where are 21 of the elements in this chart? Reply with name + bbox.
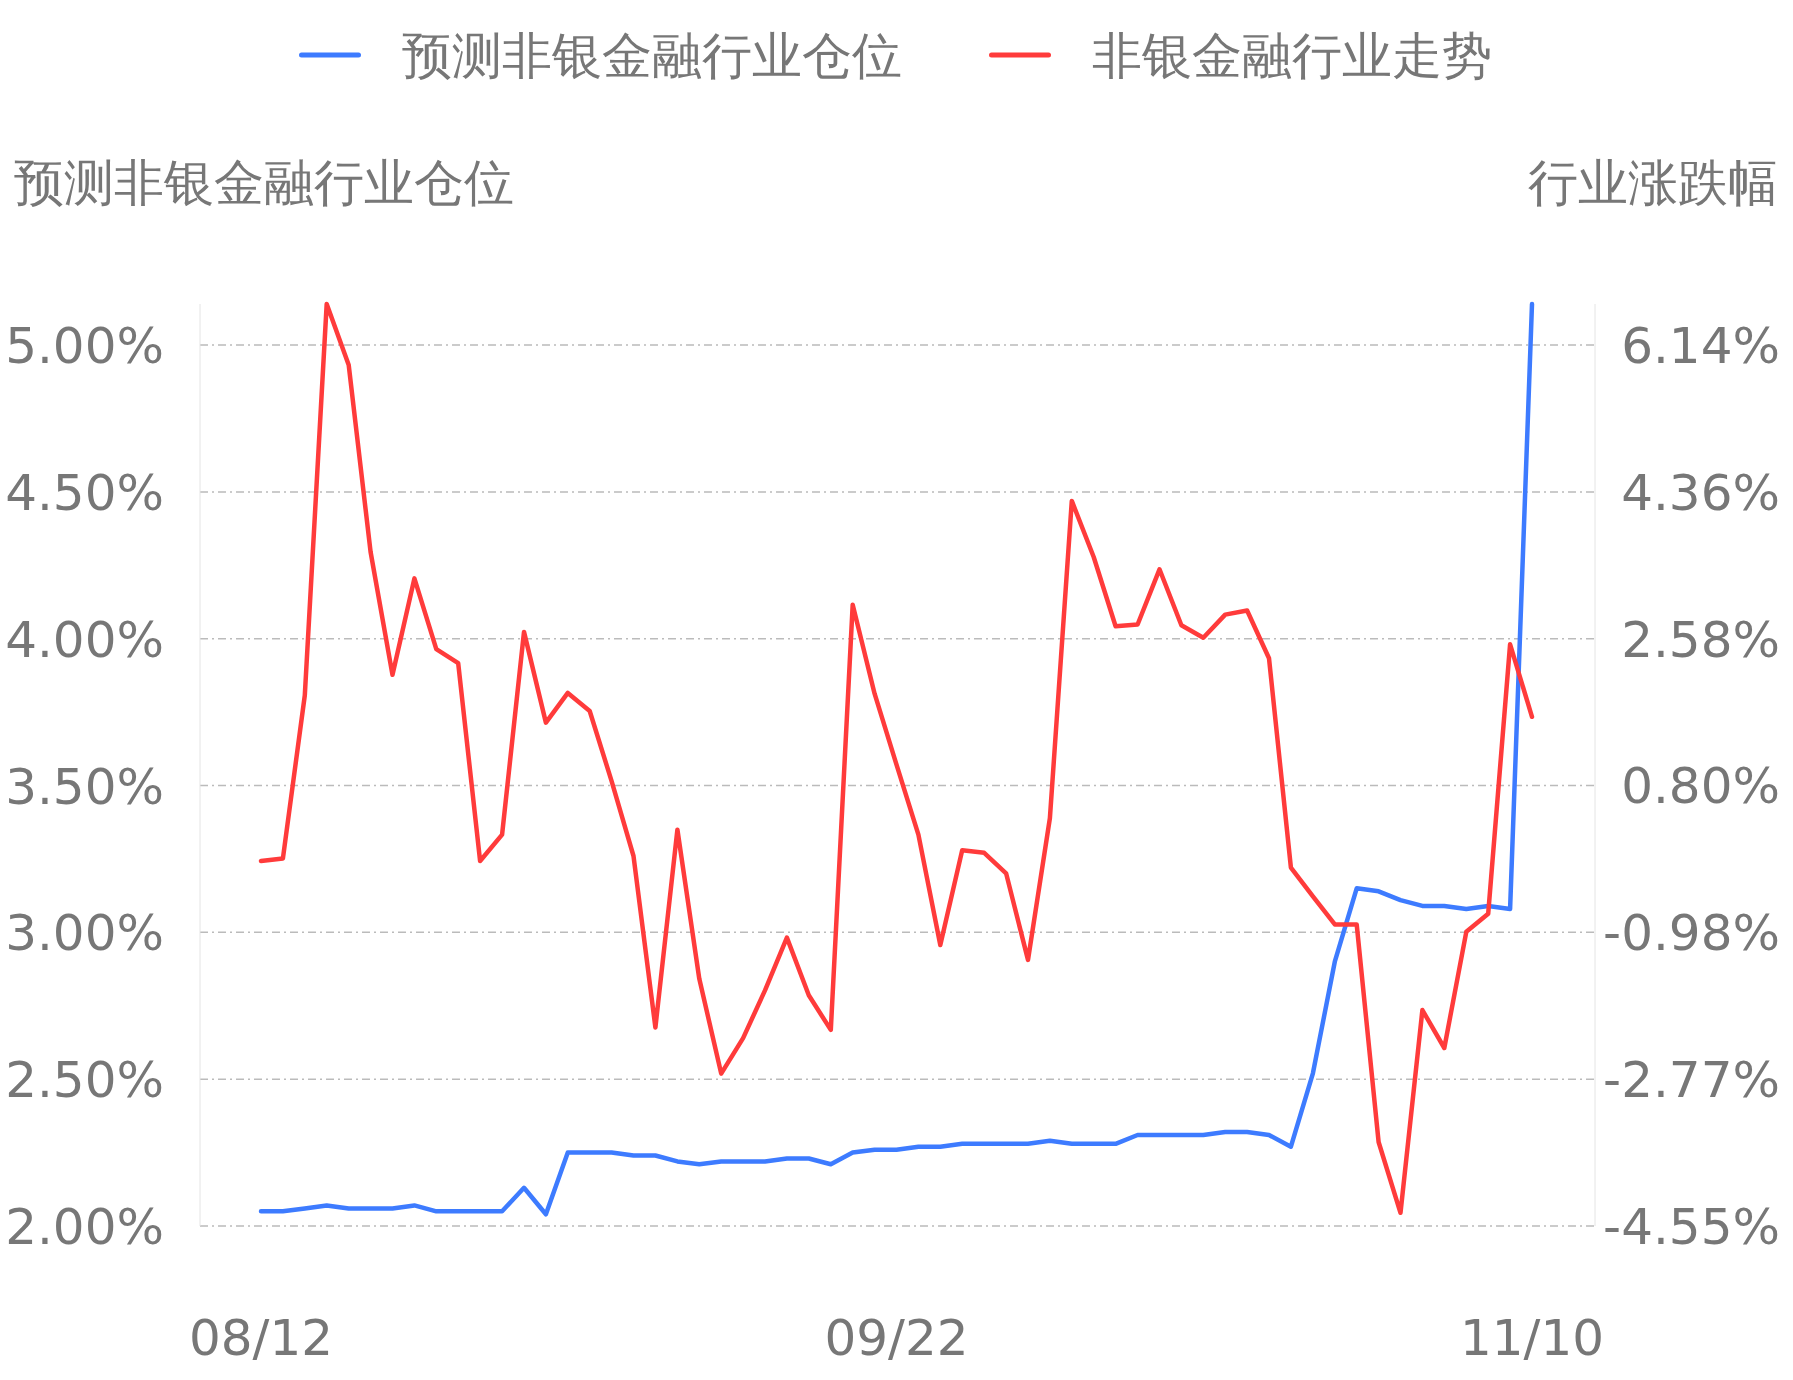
x-tick-label: 11/10 — [1459, 1309, 1605, 1367]
y-tick-label: 2.50% — [5, 1051, 164, 1110]
y2-tick-label: -2.77% — [1603, 1051, 1780, 1110]
y2-tick-label: 4.36% — [1621, 463, 1780, 522]
y2-tick-label: -0.98% — [1603, 903, 1780, 962]
y-tick-label: 3.00% — [5, 904, 164, 963]
x-tick-label: 09/22 — [824, 1309, 969, 1367]
legend-label: 预测非银金融行业仓位 — [401, 27, 902, 85]
y-tick-label: 5.00% — [5, 317, 164, 376]
y2-axis-title: 行业涨跌幅 — [1528, 154, 1778, 212]
y-tick-label: 4.50% — [5, 463, 164, 522]
legend-label: 非银金融行业走势 — [1091, 27, 1492, 85]
y-tick-label: 3.50% — [5, 757, 164, 816]
y2-tick-label: -4.55% — [1603, 1198, 1780, 1256]
y-tick-label: 2.00% — [5, 1198, 164, 1256]
y2-tick-label: 6.14% — [1621, 317, 1780, 376]
y2-tick-label: 0.80% — [1621, 757, 1780, 816]
y-axis-title: 预测非银金融行业仓位 — [14, 154, 514, 212]
x-tick-label: 08/12 — [188, 1309, 334, 1367]
y2-tick-label: 2.58% — [1621, 610, 1780, 669]
y-tick-label: 4.00% — [5, 610, 164, 669]
